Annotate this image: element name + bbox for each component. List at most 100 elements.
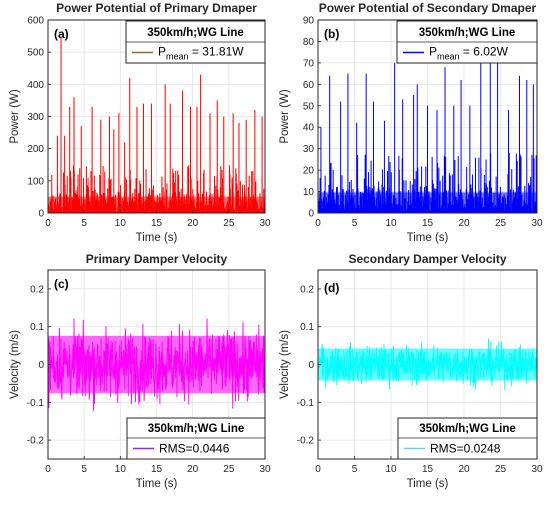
x-tick-label: 5 — [352, 464, 358, 475]
legend-entry-value: = 6.02W — [460, 45, 509, 59]
x-tick-label: 20 — [458, 218, 470, 229]
x-tick-label: 10 — [385, 464, 397, 475]
y-tick-label: 400 — [27, 80, 44, 91]
legend: 350km/h;WG Line Pmean = 31.81W — [125, 20, 266, 64]
legend-entry-value: = 31.81W — [189, 45, 245, 59]
x-axis-label: Time (s) — [407, 478, 449, 490]
legend-entry-prefix: P — [429, 45, 437, 59]
series-trace — [47, 37, 266, 213]
legend-heading: 350km/h;WG Line — [147, 27, 244, 39]
x-tick-label: 25 — [223, 218, 235, 229]
x-tick-label: 0 — [45, 218, 51, 229]
x-tick-label: 15 — [151, 218, 163, 229]
x-tick-label: 10 — [385, 218, 397, 229]
x-tick-label: 30 — [259, 218, 271, 229]
y-axis-label: Power (W) — [279, 89, 291, 143]
x-tick-label: 30 — [531, 218, 543, 229]
y-tick-label: 0 — [38, 209, 44, 220]
power-base-band — [318, 192, 537, 213]
panel-d: -0.2 -0.1 0 0.1 0.2 0 5 10 15 20 25 30 Time (s) Veloc… — [279, 252, 543, 490]
y-tick-label: 0.1 — [300, 322, 314, 333]
legend-entry: RMS=0.0446 — [159, 442, 230, 456]
y-axis-label: Velocity (m/s) — [9, 330, 21, 399]
y-tick-label: -0.1 — [27, 398, 45, 409]
legend-entry-subscript: mean — [166, 52, 189, 62]
x-axis-label: Time (s) — [136, 478, 178, 490]
y-axis-label: Velocity (m/s) — [279, 330, 291, 399]
panel-a: 0 100 200 300 400 500 600 0 5 10 15 20 25 30 Time (s) P… — [9, 1, 271, 244]
legend: 350km/h;WG Line RMS=0.0248 — [397, 417, 538, 460]
x-tick-label: 5 — [352, 218, 358, 229]
panel-label: (b) — [324, 27, 339, 41]
legend-entry: Pmean = 31.81W — [158, 45, 244, 62]
y-axis-label: Power (W) — [9, 89, 21, 143]
panel-label: (a) — [54, 27, 69, 41]
x-tick-label: 10 — [115, 218, 127, 229]
y-tick-label: 70 — [303, 58, 315, 69]
x-tick-label: 5 — [81, 464, 87, 475]
legend-heading: 350km/h;WG Line — [419, 423, 516, 435]
x-tick-label: 0 — [315, 464, 321, 475]
x-tick-label: 25 — [223, 464, 235, 475]
y-tick-label: 60 — [303, 80, 315, 91]
legend-entry-prefix: P — [158, 45, 166, 59]
y-tick-label: 20 — [303, 166, 315, 177]
series-trace — [317, 338, 538, 390]
x-axis-label: Time (s) — [407, 232, 449, 244]
y-tick-label: -0.1 — [297, 398, 315, 409]
series-trace — [317, 32, 538, 213]
y-tick-label: 500 — [27, 48, 44, 59]
chart-title: Power Potential of Secondary Dmaper — [319, 1, 537, 15]
x-tick-label: 20 — [187, 464, 199, 475]
y-tick-label: 0 — [308, 360, 314, 371]
legend-heading: 350km/h;WG Line — [419, 27, 516, 39]
chart-title: Primary Damper Velocity — [86, 252, 228, 266]
y-tick-label: 50 — [303, 101, 315, 112]
panel-label: (c) — [54, 277, 69, 291]
x-tick-label: 20 — [458, 464, 470, 475]
y-tick-label: 30 — [303, 144, 315, 155]
chart-title: Secondary Damper Velocity — [348, 252, 506, 266]
x-tick-label: 10 — [115, 464, 127, 475]
x-tick-label: 25 — [495, 218, 507, 229]
x-tick-label: 25 — [495, 464, 507, 475]
x-tick-label: 20 — [187, 218, 199, 229]
y-tick-label: -0.2 — [297, 436, 315, 447]
legend-entry: RMS=0.0248 — [430, 442, 501, 456]
x-tick-label: 15 — [422, 464, 434, 475]
x-tick-label: 15 — [422, 218, 434, 229]
legend-box — [397, 417, 538, 460]
x-tick-label: 15 — [151, 464, 163, 475]
y-tick-label: 90 — [303, 16, 315, 27]
legend-entry: Pmean = 6.02W — [429, 45, 509, 62]
x-tick-label: 30 — [531, 464, 543, 475]
legend-heading: 350km/h;WG Line — [148, 423, 245, 435]
y-tick-label: 0.2 — [30, 284, 44, 295]
y-tick-label: 0 — [308, 209, 314, 220]
y-tick-label: 0.2 — [300, 284, 314, 295]
y-tick-label: 200 — [27, 144, 44, 155]
y-tick-label: 100 — [27, 176, 44, 187]
y-tick-label: 300 — [27, 112, 44, 123]
series-trace — [47, 318, 266, 412]
legend-box — [126, 417, 266, 460]
power-base-band — [48, 196, 265, 213]
legend-entry-subscript: mean — [437, 52, 460, 62]
y-tick-label: 10 — [303, 187, 315, 198]
x-tick-label: 0 — [45, 464, 51, 475]
velocity-trace — [47, 318, 266, 412]
legend: 350km/h;WG Line Pmean = 6.02W — [396, 20, 538, 64]
panel-label: (d) — [324, 281, 339, 295]
legend: 350km/h;WG Line RMS=0.0446 — [126, 417, 266, 460]
y-tick-label: 80 — [303, 37, 315, 48]
y-tick-label: -0.2 — [27, 436, 45, 447]
x-tick-label: 5 — [81, 218, 87, 229]
x-tick-label: 30 — [259, 464, 271, 475]
y-tick-label: 40 — [303, 123, 315, 134]
chart-title: Power Potential of Primary Dmaper — [56, 1, 257, 15]
panel-c: -0.2 -0.1 0 0.1 0.2 0 5 10 15 20 25 30 Time (s) Veloc… — [9, 252, 271, 490]
panel-b: 0 10 20 30 40 50 60 70 80 90 0 5 10 15 20 25 30 Time (s) P… — [279, 1, 543, 244]
y-tick-label: 0.1 — [30, 322, 44, 333]
y-tick-label: 0 — [38, 360, 44, 371]
y-tick-label: 600 — [27, 16, 44, 27]
